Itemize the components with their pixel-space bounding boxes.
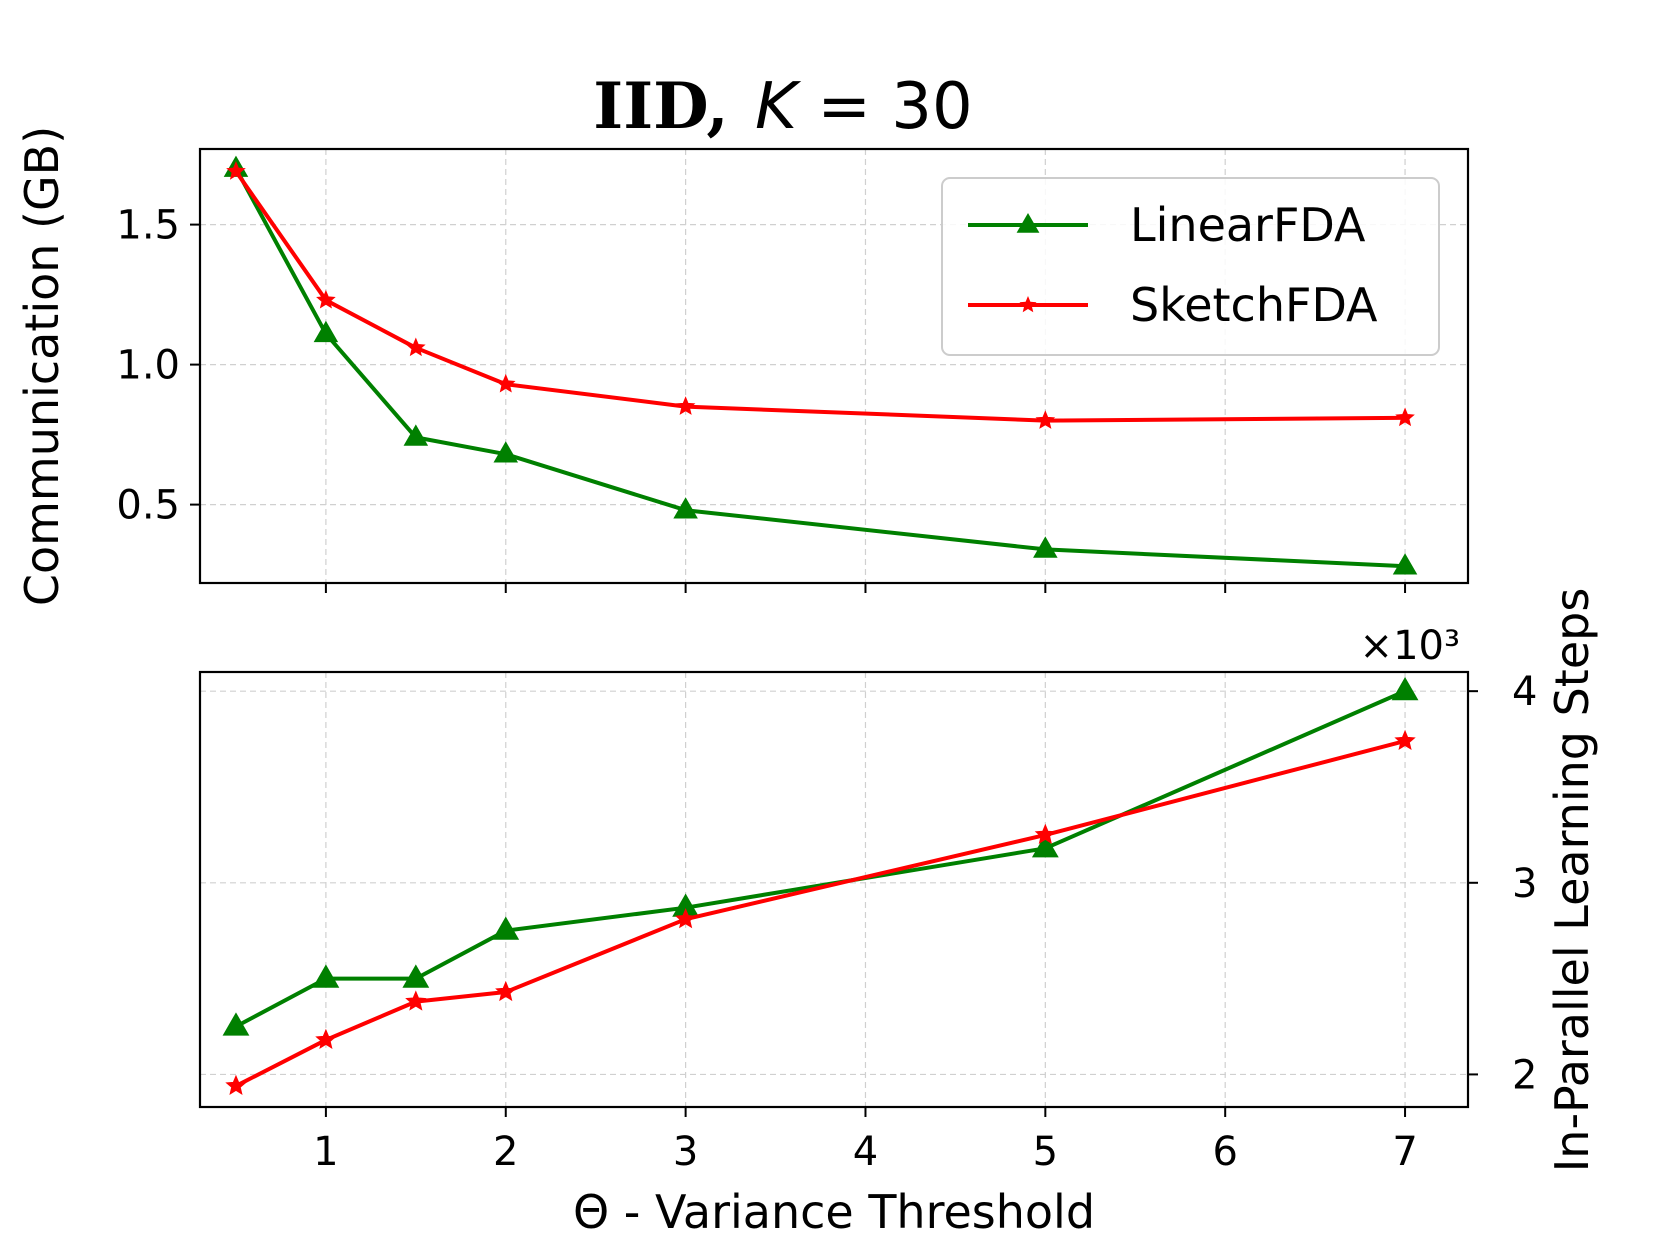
- bottom-sketchfda-point: [405, 990, 427, 1011]
- bottom-linearfda-point: [222, 1012, 250, 1036]
- x-axis-label: Θ - Variance Threshold: [573, 1185, 1095, 1239]
- bottom-sketchfda-line: [235, 739, 1406, 1088]
- top-sketchfda-point: [316, 289, 336, 309]
- top-sketchfda-point: [1395, 407, 1415, 427]
- bottom-x-tick-label: 7: [1392, 1129, 1417, 1175]
- top-y-ticks: 0.5 1.0 1.5: [116, 203, 200, 529]
- legend: LinearFDA SketchFDA: [941, 177, 1440, 356]
- y-axis-label-left: Communication (GB): [15, 126, 69, 606]
- legend-box: [941, 177, 1440, 356]
- bottom-panel: 2 3 4 1 2 3 4 5 6 7 ×10³ In-Parallel Learning St…: [198, 588, 1599, 1239]
- bottom-grid: [200, 672, 1468, 1107]
- y-scale-multiplier: ×10³: [1360, 623, 1460, 669]
- bottom-x-tick-label: 3: [673, 1129, 698, 1175]
- top-linearfda-point: [673, 497, 698, 519]
- top-sketchfda-point: [1035, 410, 1056, 429]
- bottom-sketchfda-point: [1034, 823, 1056, 844]
- top-linearfda-point: [1392, 553, 1418, 575]
- bottom-y-tick-label: 4: [1512, 669, 1537, 715]
- bottom-sketchfda-point: [495, 980, 517, 1002]
- bottom-linearfda-point: [492, 916, 520, 940]
- top-sketchfda-point: [495, 373, 516, 393]
- bottom-sketchfda-point: [315, 1028, 337, 1049]
- top-y-tick-label: 0.5: [116, 483, 180, 529]
- bottom-linearfda-point: [402, 964, 430, 988]
- y-axis-label-right: In-Parallel Learning Steps: [1545, 588, 1599, 1173]
- chart-title: IID, K = 30: [593, 69, 972, 144]
- bottom-x-ticks: 1 2 3 4 5 6 7: [313, 1107, 1418, 1175]
- legend-sketchfda-label: SketchFDA: [1130, 278, 1378, 332]
- top-y-tick-label: 1.0: [116, 343, 180, 389]
- bottom-x-tick-label: 5: [1033, 1129, 1058, 1175]
- legend-sketchfda-marker: [1019, 296, 1037, 313]
- bottom-sketchfda-point: [674, 907, 697, 929]
- bottom-y-ticks: 2 3 4: [1468, 669, 1537, 1098]
- bottom-x-tick-label: 1: [313, 1129, 338, 1175]
- bottom-linearfda-point: [1031, 834, 1059, 858]
- bottom-sketchfda-point: [225, 1074, 247, 1095]
- top-linearfda-point: [403, 424, 429, 446]
- bottom-linearfda-point: [312, 964, 340, 988]
- legend-linearfda-label: LinearFDA: [1130, 198, 1366, 252]
- title-bold-part: IID,: [593, 69, 728, 144]
- top-linearfda-point: [1033, 536, 1058, 558]
- top-x-ticks: [324, 583, 1407, 593]
- bottom-x-tick-label: 4: [853, 1129, 878, 1175]
- top-series: [223, 155, 1418, 575]
- bottom-x-tick-label: 6: [1212, 1129, 1237, 1175]
- bottom-series: [222, 676, 1419, 1095]
- top-sketchfda-point: [406, 337, 426, 357]
- bottom-x-tick-label: 2: [493, 1129, 518, 1175]
- bottom-plot-frame: [198, 670, 1470, 1109]
- top-linearfda-point: [493, 441, 519, 463]
- top-y-tick-label: 1.5: [116, 203, 180, 249]
- top-sketchfda-point: [226, 161, 246, 180]
- legend-linearfda-marker: [1016, 213, 1040, 233]
- top-linearfda-point: [313, 320, 339, 343]
- bottom-y-tick-label: 3: [1512, 861, 1537, 907]
- top-plot-frame: [198, 147, 1470, 585]
- bottom-sketchfda-point: [1394, 729, 1416, 751]
- top-panel: 0.5 1.0 1.5 Communication (GB) LinearFDA Sk…: [15, 126, 1470, 606]
- top-sketchfda-point: [675, 396, 696, 415]
- title-rest-part: = 30: [797, 70, 973, 144]
- top-grid: [200, 149, 1468, 583]
- bottom-y-tick-label: 2: [1512, 1052, 1537, 1098]
- bottom-linearfda-point: [1391, 676, 1419, 701]
- title-italic-part: K: [755, 70, 802, 144]
